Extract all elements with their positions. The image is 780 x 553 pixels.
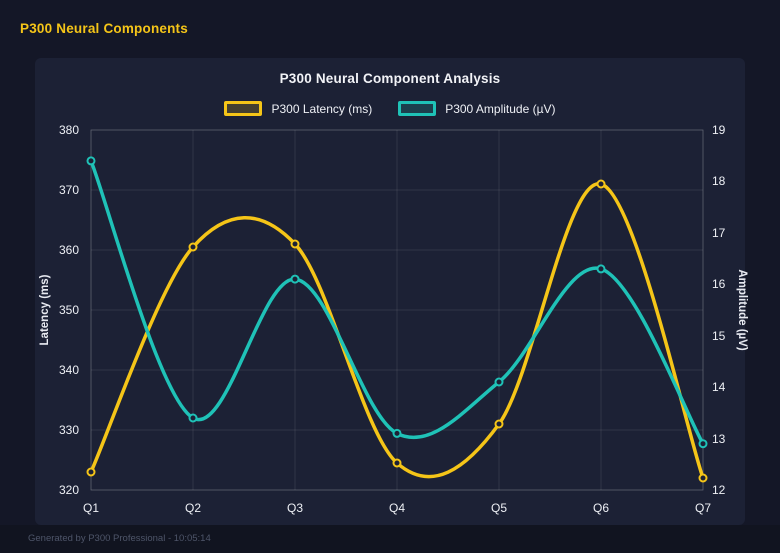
- legend: P300 Latency (ms) P300 Amplitude (µV): [35, 101, 745, 116]
- header-title: P300 Neural Components: [20, 21, 188, 36]
- footer-bar: Generated by P300 Professional - 10:05:1…: [0, 525, 780, 553]
- tick-label: 12: [712, 483, 726, 497]
- tick-label: 330: [58, 423, 79, 437]
- tick-label: 360: [58, 243, 79, 257]
- tick-label: 350: [58, 303, 79, 317]
- tick-label: 320: [58, 483, 79, 497]
- data-point[interactable]: [86, 467, 96, 477]
- chart-title: P300 Neural Component Analysis: [279, 71, 501, 86]
- plot-area[interactable]: [86, 129, 708, 491]
- tick-label: 19: [712, 123, 726, 137]
- data-point[interactable]: [188, 242, 198, 252]
- data-point[interactable]: [698, 439, 708, 449]
- data-point[interactable]: [494, 377, 504, 387]
- footer-text: Generated by P300 Professional - 10:05:1…: [28, 533, 211, 544]
- data-point[interactable]: [596, 179, 606, 189]
- x-axis-label: Q5: [490, 501, 507, 515]
- plot-border: [90, 129, 704, 491]
- data-point[interactable]: [698, 473, 708, 483]
- tick-label: 13: [712, 431, 726, 446]
- data-point[interactable]: [188, 413, 198, 423]
- legend-item-latency[interactable]: P300 Latency (ms): [224, 101, 372, 116]
- chart-card: P300 Neural Component Analysis P300 Late…: [35, 58, 748, 525]
- tick-label: 340: [58, 363, 79, 377]
- tick-label: 18: [712, 174, 726, 189]
- legend-label-latency: P300 Latency (ms): [271, 101, 373, 116]
- latency-swatch-icon: [224, 101, 263, 116]
- data-point[interactable]: [290, 239, 300, 249]
- tick-label: 380: [58, 123, 79, 137]
- chart-canvas[interactable]: [86, 129, 708, 491]
- x-axis-label: Q1: [82, 501, 99, 515]
- x-axis-label: Q7: [694, 501, 711, 515]
- tick-label: 16: [712, 277, 726, 292]
- tick-label: 17: [712, 225, 726, 240]
- data-point[interactable]: [290, 274, 300, 284]
- x-axis-label: Q3: [286, 501, 303, 515]
- x-axis-label: Q4: [388, 501, 405, 515]
- amplitude-swatch-icon: [398, 101, 437, 116]
- data-point[interactable]: [392, 428, 402, 438]
- legend-label-amplitude: P300 Amplitude (µV): [445, 101, 556, 116]
- tick-label: 14: [712, 380, 726, 395]
- tick-label: 370: [58, 183, 79, 197]
- data-point[interactable]: [596, 264, 606, 274]
- legend-item-amplitude[interactable]: P300 Amplitude (µV): [398, 101, 556, 116]
- data-point[interactable]: [494, 419, 504, 429]
- x-axis-label: Q6: [592, 501, 609, 515]
- right-axis-title: Amplitude (µV): [736, 269, 748, 351]
- data-point[interactable]: [392, 458, 402, 468]
- x-axis-label: Q2: [184, 501, 201, 515]
- tick-label: 15: [712, 328, 726, 343]
- data-point[interactable]: [86, 156, 96, 166]
